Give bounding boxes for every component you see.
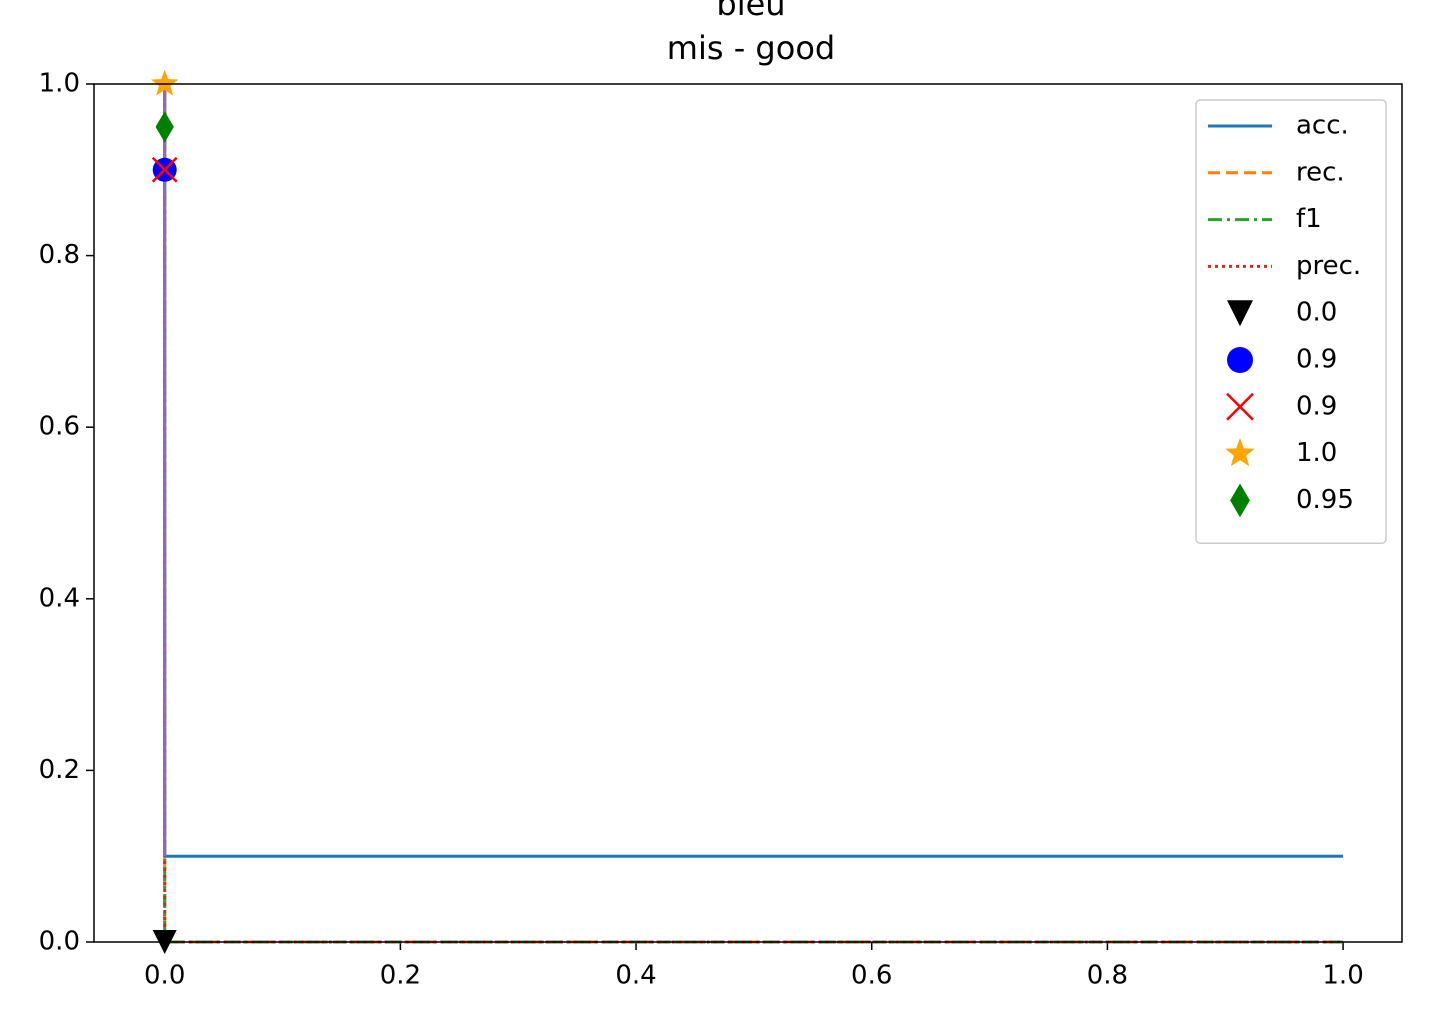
marker <box>151 69 179 96</box>
marker <box>1227 300 1253 327</box>
legend-box <box>1195 99 1387 544</box>
y-tick-label: 0.2 <box>39 755 80 785</box>
legend-label: 0.9 <box>1296 345 1337 375</box>
y-tick-label: 0.4 <box>39 583 80 613</box>
marker <box>1225 438 1255 467</box>
chart-title: bleu <box>716 0 785 23</box>
legend-label: rec. <box>1296 157 1345 187</box>
marker <box>1230 483 1250 518</box>
legend-label: f1 <box>1296 204 1322 234</box>
x-tick-label: 0.4 <box>615 961 656 991</box>
marker <box>155 111 174 143</box>
series-line <box>163 84 1344 944</box>
x-tick-label: 0.6 <box>851 961 892 991</box>
legend-label: 0.0 <box>1296 298 1337 328</box>
x-tick-label: 0.0 <box>144 961 185 991</box>
marker <box>1226 392 1254 421</box>
x-tick-label: 0.8 <box>1087 961 1128 991</box>
y-tick-label: 0.8 <box>39 240 80 270</box>
legend-label: 1.0 <box>1296 438 1337 468</box>
x-tick-label: 1.0 <box>1322 961 1363 991</box>
series-line <box>163 84 1344 858</box>
series-line <box>163 84 1344 944</box>
legend-label: 0.9 <box>1296 391 1337 421</box>
x-tick-label: 0.2 <box>380 961 421 991</box>
legend-label: 0.95 <box>1296 485 1354 515</box>
marker <box>1227 347 1253 373</box>
plot-frame <box>93 83 1403 943</box>
y-tick-label: 1.0 <box>39 69 80 99</box>
legend-label: prec. <box>1296 251 1361 281</box>
series-line <box>163 84 1344 944</box>
y-tick-label: 0.0 <box>39 927 80 957</box>
chart-subtitle: mis - good <box>667 29 835 67</box>
y-tick-label: 0.6 <box>39 412 80 442</box>
marker <box>151 156 178 183</box>
legend-label: acc. <box>1296 111 1349 141</box>
